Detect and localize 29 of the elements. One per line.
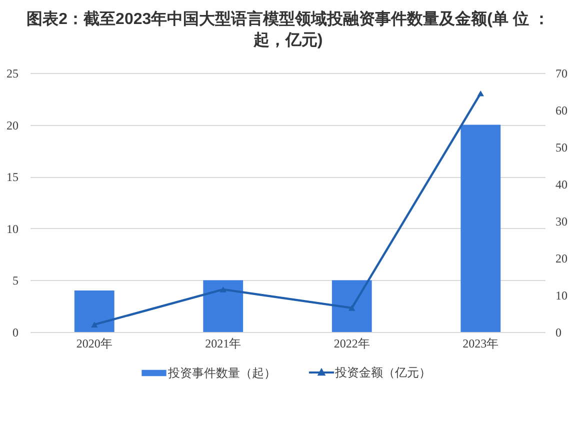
y2-tick-label: 40 [556, 178, 568, 192]
y2-tick-label: 60 [556, 104, 568, 118]
y2-tick-label: 10 [556, 288, 568, 302]
x-tick-label: 2022年 [334, 336, 370, 350]
y-tick-label: 10 [6, 222, 18, 236]
y2-tick-label: 30 [556, 214, 568, 228]
point [220, 286, 226, 292]
bar [74, 290, 114, 332]
legend-label: 投资金额（亿元） [334, 366, 431, 380]
y2-tick-label: 50 [556, 140, 568, 154]
bar [332, 280, 372, 332]
bar [203, 280, 244, 332]
point [91, 322, 98, 328]
point [348, 305, 356, 311]
y2-tick-label: 20 [556, 252, 568, 266]
chart-title: 图表2：截至2023年中国大型语言模型领域投融资事件数量及金额(单 位 ：起，亿元) [26, 9, 550, 51]
y2-tick-label: 0 [556, 326, 562, 340]
y-tick-label: 0 [12, 326, 18, 340]
y-tick-label: 15 [6, 170, 18, 184]
point [477, 90, 484, 96]
y2-tick-label: 70 [556, 66, 568, 80]
x-tick-label: 2023年 [462, 336, 499, 350]
x-tick-label: 2021年 [205, 336, 242, 350]
y-tick-label: 25 [6, 66, 18, 80]
y-tick-label: 20 [6, 118, 18, 132]
y-tick-label: 5 [12, 274, 18, 288]
legend-label: 投资事件数量（起） [167, 366, 276, 380]
x-tick-label: 2020年 [76, 336, 112, 350]
bar [460, 124, 501, 332]
